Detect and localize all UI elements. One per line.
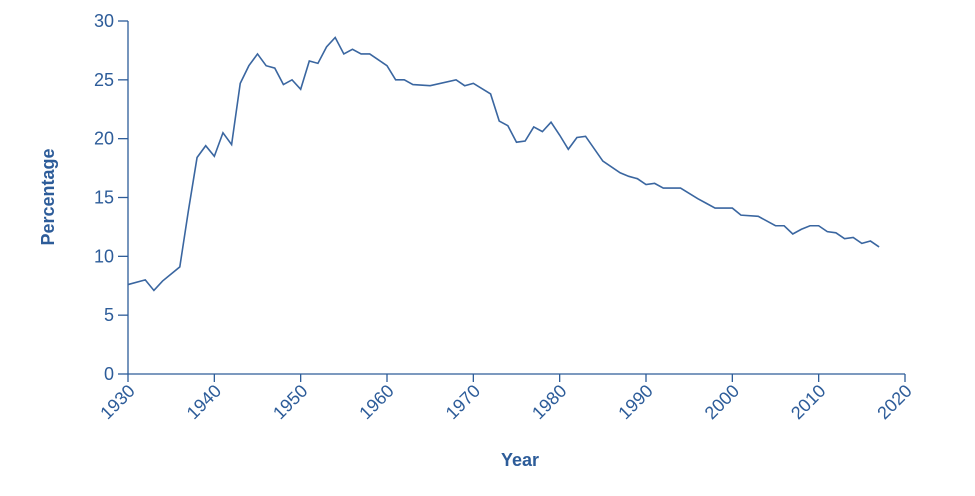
y-axis-title: Percentage	[38, 148, 58, 245]
y-tick-label: 15	[94, 188, 114, 208]
x-axis-title: Year	[501, 450, 539, 470]
data-line	[127, 36, 880, 292]
x-tick-label: 1950	[269, 381, 311, 423]
x-tick-label: 2010	[787, 381, 829, 423]
y-tick-label: 25	[94, 70, 114, 90]
x-tick-label: 2020	[873, 381, 915, 423]
x-tick-label: 1970	[442, 381, 484, 423]
y-tick-label: 5	[104, 305, 114, 325]
y-tick-label: 10	[94, 246, 114, 266]
x-tick-label: 1960	[355, 381, 397, 423]
y-tick-label: 0	[104, 364, 114, 384]
x-tick-label: 1940	[183, 381, 225, 423]
y-tick-label: 30	[94, 11, 114, 31]
x-tick-label: 1990	[614, 381, 656, 423]
x-tick-label: 1980	[528, 381, 570, 423]
y-tick-label: 20	[94, 129, 114, 149]
x-tick-label: 1930	[96, 381, 138, 423]
x-tick-label: 2000	[701, 381, 743, 423]
